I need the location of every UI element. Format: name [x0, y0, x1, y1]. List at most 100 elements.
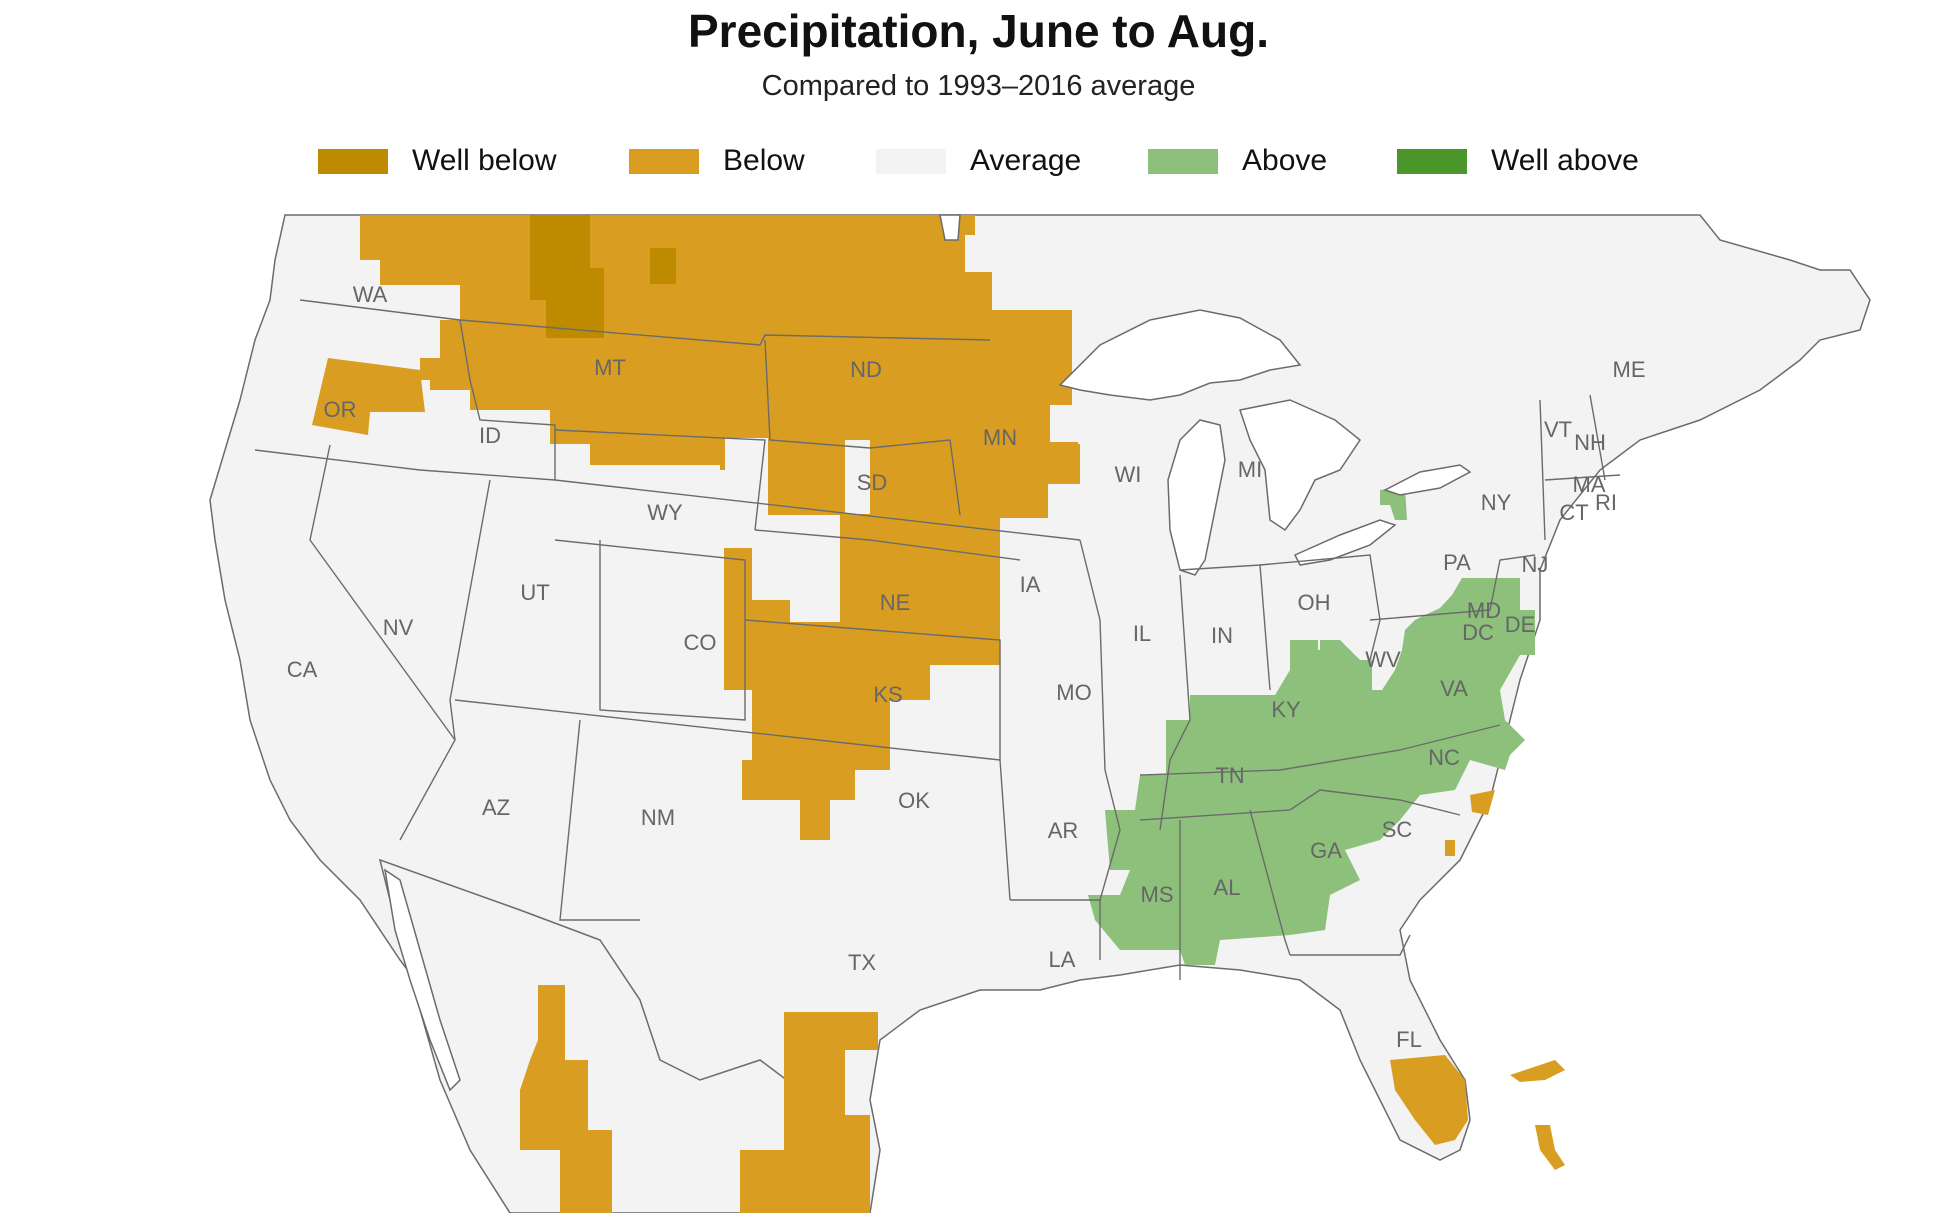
state-borders [254, 299, 1621, 980]
lake-erie [1293, 519, 1397, 566]
state-label-de: DE [1505, 612, 1536, 637]
border-oh-pa [1259, 554, 1381, 661]
state-label-dc: DC [1462, 620, 1494, 645]
state-label-la: LA [1049, 947, 1076, 972]
region-below [312, 215, 1565, 1213]
state-label-ar: AR [1048, 818, 1079, 843]
state-label-az: AZ [482, 795, 510, 820]
legend-item-below: Below [629, 144, 805, 178]
state-label-pa: PA [1443, 550, 1471, 575]
state-label-id: ID [479, 423, 501, 448]
border-nd-sd [764, 339, 961, 516]
border-canada-lower [299, 299, 991, 346]
region-well-below [530, 215, 676, 338]
state-label-in: IN [1211, 623, 1233, 648]
region-below-sc-coast [1445, 840, 1455, 856]
state-label-ga: GA [1310, 838, 1342, 863]
map-svg: WA OR CA ID NV MT WY UT AZ CO NM ND SD N… [209, 214, 1871, 1213]
state-label-ky: KY [1271, 697, 1301, 722]
state-label-nm: NM [641, 805, 675, 830]
state-label-wy: WY [647, 500, 683, 525]
region-below-florida [1390, 1055, 1468, 1145]
state-label-nj: NJ [1522, 552, 1549, 577]
legend-label: Well below [412, 144, 557, 177]
border-ks-ok [744, 619, 1011, 901]
state-label-wa: WA [353, 282, 388, 307]
state-label-mn: MN [983, 425, 1017, 450]
lake-ontario [1383, 464, 1472, 496]
border-il-in [1159, 574, 1191, 831]
legend: Well below Below Average Above Well abov… [0, 144, 1957, 178]
state-label-al: AL [1214, 875, 1241, 900]
state-label-mi: MI [1238, 457, 1262, 482]
region-below-oregon [312, 358, 425, 435]
state-label-ct: CT [1559, 500, 1588, 525]
legend-label: Above [1242, 144, 1328, 177]
state-label-fl: FL [1396, 1027, 1422, 1052]
legend-swatch-well-below [318, 148, 388, 174]
state-label-co: CO [684, 630, 717, 655]
region-below-southwest [520, 985, 612, 1213]
region-below-south-texas [740, 1012, 878, 1213]
border-36-lat [454, 699, 1001, 761]
border-ma [1544, 474, 1621, 481]
border-az-nm [559, 719, 640, 921]
state-label-sc: SC [1382, 817, 1413, 842]
gulf-of-california [383, 868, 461, 1092]
state-label-mt: MT [594, 355, 626, 380]
state-label-sd: SD [857, 470, 888, 495]
lake-michigan [1167, 419, 1226, 576]
state-label-nh: NH [1574, 430, 1606, 455]
border-al-ga [1249, 809, 1291, 956]
border-mo-il [1079, 539, 1121, 901]
border-ca-nv [309, 444, 456, 841]
state-label-nc: NC [1428, 745, 1460, 770]
region-well-below-montana-small [650, 248, 676, 284]
border-ga-fl [1290, 934, 1411, 956]
state-label-wi: WI [1115, 462, 1142, 487]
legend-label: Well above [1491, 144, 1639, 177]
state-label-ny: NY [1481, 490, 1512, 515]
region-below-northern-plains [360, 215, 1078, 840]
border-nv-ut [449, 479, 491, 741]
state-label-ok: OK [898, 788, 930, 813]
border-oregon-nevada-lat [254, 449, 1081, 541]
legend-swatch-below [629, 148, 699, 174]
lake-winnipeg [939, 214, 961, 241]
state-label-mo: MO [1056, 680, 1091, 705]
legend-label: Average [970, 144, 1082, 177]
region-below-bahamas-2 [1535, 1125, 1565, 1170]
legend-item-average: Average [876, 144, 1081, 178]
chart-title: Precipitation, June to Aug. [688, 5, 1269, 57]
border-ne-sd [754, 529, 1021, 561]
border-pa-ny [1369, 554, 1536, 621]
state-label-nd: ND [850, 357, 882, 382]
region-below-coastal-nc [1470, 790, 1495, 815]
border-wy-co [554, 539, 746, 721]
state-label-ma: MA [1573, 472, 1606, 497]
state-label-il: IL [1133, 621, 1151, 646]
region-below-bahamas-1 [1510, 1060, 1565, 1082]
legend-swatch-average [876, 148, 946, 174]
legend-item-well-below: Well below [318, 144, 557, 178]
lake-huron [1239, 399, 1362, 532]
region-above-southeast [1088, 578, 1535, 965]
state-label-ks: KS [873, 682, 902, 707]
state-label-md: MD [1467, 598, 1501, 623]
region-above-kentucky-notch [1290, 640, 1318, 680]
state-label-vt: VT [1544, 417, 1572, 442]
legend-label: Below [723, 144, 805, 177]
legend-item-well-above: Well above [1397, 144, 1639, 178]
border-id-mt [459, 319, 556, 480]
state-label-me: ME [1613, 357, 1646, 382]
region-well-below-montana [530, 215, 604, 338]
border-vt-nh [1589, 394, 1606, 481]
state-label-ri: RI [1595, 490, 1617, 515]
state-label-tx: TX [848, 950, 876, 975]
lakes [383, 214, 1472, 1092]
state-label-ca: CA [287, 657, 318, 682]
precipitation-map: WA OR CA ID NV MT WY UT AZ CO NM ND SD N… [0, 210, 1957, 1213]
state-label-nv: NV [383, 615, 414, 640]
border-tn-ga [1139, 789, 1461, 821]
lake-superior [1058, 309, 1302, 401]
